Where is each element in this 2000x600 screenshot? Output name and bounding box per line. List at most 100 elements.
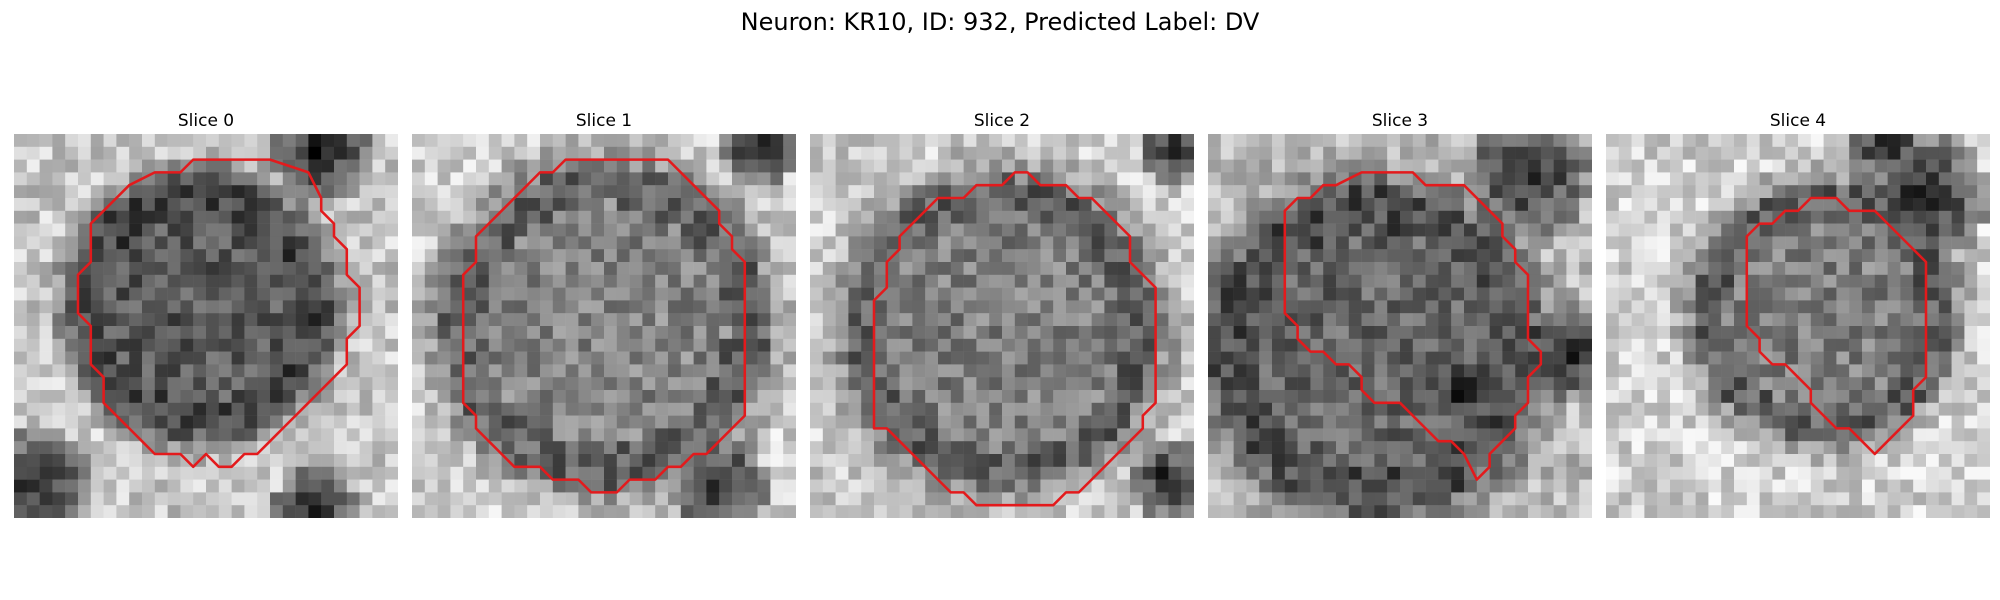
image-pixel xyxy=(501,428,515,442)
image-pixel xyxy=(1208,236,1222,250)
image-pixel xyxy=(848,159,862,173)
image-pixel xyxy=(1746,198,1760,212)
image-pixel xyxy=(1785,172,1799,186)
image-pixel xyxy=(180,338,194,352)
image-pixel xyxy=(835,377,849,391)
image-pixel xyxy=(680,351,694,365)
image-pixel xyxy=(78,454,92,468)
image-pixel xyxy=(1862,377,1876,391)
image-pixel xyxy=(346,479,360,493)
image-pixel xyxy=(668,274,682,288)
image-pixel xyxy=(668,441,682,455)
image-pixel xyxy=(616,364,630,378)
image-pixel xyxy=(1566,300,1580,314)
image-pixel xyxy=(346,364,360,378)
image-pixel xyxy=(488,223,502,237)
image-pixel xyxy=(1014,492,1028,506)
image-pixel xyxy=(1721,505,1735,518)
image-pixel xyxy=(1412,274,1426,288)
image-pixel xyxy=(167,172,181,186)
image-pixel xyxy=(1104,198,1118,212)
image-pixel xyxy=(514,287,528,301)
image-pixel xyxy=(770,249,784,263)
image-pixel xyxy=(437,300,451,314)
image-pixel xyxy=(1400,479,1414,493)
image-pixel xyxy=(244,454,258,468)
image-pixel xyxy=(1977,415,1990,429)
image-pixel xyxy=(1746,134,1760,148)
image-pixel xyxy=(1887,466,1901,480)
image-pixel xyxy=(65,364,79,378)
image-pixel xyxy=(1566,287,1580,301)
image-pixel xyxy=(1014,402,1028,416)
image-pixel xyxy=(963,505,977,518)
image-pixel xyxy=(578,505,592,518)
image-pixel xyxy=(1387,134,1401,148)
image-pixel xyxy=(1695,492,1709,506)
image-pixel xyxy=(1579,364,1592,378)
image-pixel xyxy=(835,415,849,429)
image-pixel xyxy=(14,134,28,148)
image-pixel xyxy=(719,236,733,250)
image-pixel xyxy=(1670,262,1684,276)
image-pixel xyxy=(1297,300,1311,314)
image-pixel xyxy=(565,146,579,160)
image-pixel xyxy=(874,313,888,327)
image-pixel xyxy=(1887,146,1901,160)
image-pixel xyxy=(1220,364,1234,378)
image-pixel xyxy=(565,249,579,263)
image-pixel xyxy=(1502,377,1516,391)
image-pixel xyxy=(1066,159,1080,173)
image-pixel xyxy=(1606,274,1620,288)
image-pixel xyxy=(1606,466,1620,480)
image-pixel xyxy=(1272,377,1286,391)
image-pixel xyxy=(655,351,669,365)
image-pixel xyxy=(359,454,373,468)
image-pixel xyxy=(26,236,40,250)
image-pixel xyxy=(116,146,130,160)
image-pixel xyxy=(1053,428,1067,442)
image-pixel xyxy=(848,415,862,429)
image-pixel xyxy=(103,479,117,493)
image-pixel xyxy=(231,415,245,429)
image-pixel xyxy=(925,223,939,237)
image-pixel xyxy=(1027,249,1041,263)
image-pixel xyxy=(1670,134,1684,148)
image-pixel xyxy=(1259,223,1273,237)
image-pixel xyxy=(848,262,862,276)
image-pixel xyxy=(39,390,53,404)
image-pixel xyxy=(282,134,296,148)
image-pixel xyxy=(989,466,1003,480)
image-pixel xyxy=(295,262,309,276)
image-pixel xyxy=(1682,313,1696,327)
image-pixel xyxy=(1887,198,1901,212)
image-pixel xyxy=(1220,198,1234,212)
image-pixel xyxy=(78,466,92,480)
image-pixel xyxy=(976,249,990,263)
image-pixel xyxy=(1181,364,1194,378)
image-pixel xyxy=(1823,390,1837,404)
image-pixel xyxy=(1272,479,1286,493)
image-pixel xyxy=(976,313,990,327)
image-pixel xyxy=(1759,402,1773,416)
image-pixel xyxy=(372,466,386,480)
image-pixel xyxy=(527,441,541,455)
image-pixel xyxy=(783,351,796,365)
image-pixel xyxy=(848,146,862,160)
image-pixel xyxy=(629,364,643,378)
image-pixel xyxy=(78,198,92,212)
image-pixel xyxy=(424,287,438,301)
image-pixel xyxy=(1053,287,1067,301)
image-pixel xyxy=(1451,236,1465,250)
image-pixel xyxy=(90,236,104,250)
image-pixel xyxy=(1348,390,1362,404)
image-pixel xyxy=(616,505,630,518)
image-pixel xyxy=(180,274,194,288)
image-pixel xyxy=(1964,185,1978,199)
image-pixel xyxy=(206,134,220,148)
image-pixel xyxy=(1091,262,1105,276)
image-pixel xyxy=(1798,172,1812,186)
image-pixel xyxy=(822,198,836,212)
image-pixel xyxy=(1913,351,1927,365)
image-pixel xyxy=(231,428,245,442)
